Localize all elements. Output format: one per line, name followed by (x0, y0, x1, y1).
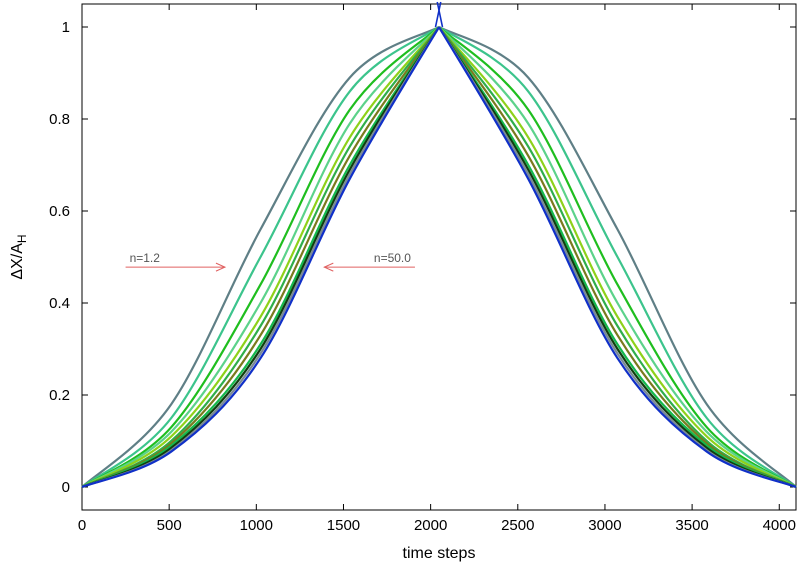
x-tick-label: 0 (78, 517, 86, 534)
annotations: n=1.2 n=50.0 (125, 251, 415, 272)
plot-frame (81, 3, 797, 511)
y-tick-label: 1 (62, 19, 70, 36)
peak-overshoot-left (434, 1, 442, 28)
annotation-label: n=1.2 (130, 251, 161, 265)
x-tick-label: 2000 (414, 517, 447, 534)
annotation-label: n=50.0 (374, 251, 411, 265)
series-line (81, 26, 797, 489)
peak-overshoot-right (436, 1, 444, 28)
x-tick-label: 3500 (675, 517, 708, 534)
series-line (81, 26, 797, 488)
series-line (81, 26, 797, 488)
x-ticks: 0 500 1000 1500 2000 2500 3000 3500 4000 (78, 4, 796, 534)
y-tick-label: 0.8 (49, 111, 70, 128)
x-tick-label: 2500 (501, 517, 534, 534)
annotation-arrowhead (215, 262, 227, 272)
x-tick-label: 500 (157, 517, 182, 534)
y-axis-label-main: ΔX/A (9, 243, 26, 280)
y-axis-label: ΔX/AH (9, 234, 29, 279)
series-line (81, 26, 797, 488)
x-tick-label: 1000 (240, 517, 273, 534)
x-tick-label: 4000 (763, 517, 796, 534)
y-tick-label: 0.4 (49, 295, 70, 312)
series-line (81, 26, 797, 488)
y-ticks: 0 0.2 0.4 0.6 0.8 1 (49, 19, 796, 496)
y-tick-label: 0 (62, 479, 70, 496)
x-axis-label: time steps (403, 545, 476, 562)
x-tick-label: 1500 (327, 517, 360, 534)
series-line (81, 26, 797, 488)
series-line (81, 26, 797, 488)
y-tick-label: 0.2 (49, 387, 70, 404)
annotation-arrowhead (323, 262, 334, 272)
x-tick-label: 3000 (588, 517, 621, 534)
series-line (81, 26, 797, 488)
y-axis-label-subscript: H (15, 234, 29, 243)
series-group (81, 1, 797, 489)
y-tick-label: 0.6 (49, 203, 70, 220)
series-line (81, 26, 797, 488)
series-line (81, 26, 797, 489)
